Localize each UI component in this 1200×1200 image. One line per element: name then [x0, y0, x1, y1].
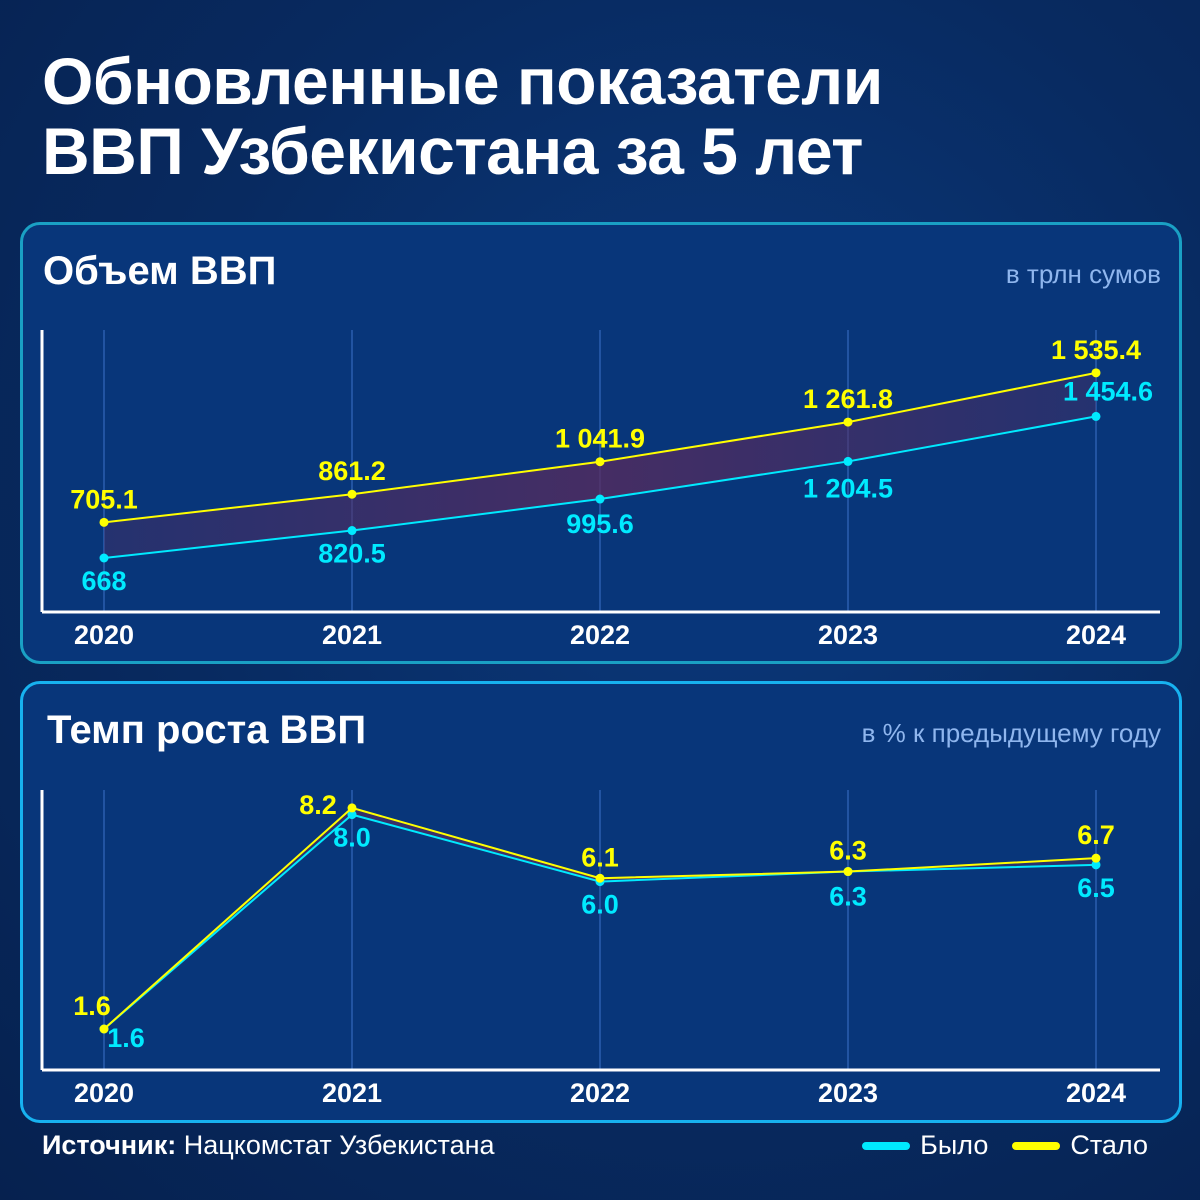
- data-label-after-2022: 6.1: [581, 842, 619, 872]
- data-point-before-2023: [843, 456, 853, 466]
- data-label-after-2023: 1 261.8: [803, 384, 893, 414]
- data-point-after-2024: [1091, 853, 1101, 863]
- data-point-before-2020: [99, 553, 109, 563]
- data-point-before-2021: [347, 526, 357, 536]
- x-tick-label-2024: 2024: [1066, 1078, 1126, 1108]
- data-label-before-2023: 6.3: [829, 882, 867, 912]
- data-point-before-2022: [595, 494, 605, 504]
- legend-label-before: Было: [920, 1130, 989, 1160]
- data-point-after-2020: [99, 1024, 109, 1034]
- data-label-before-2024: 1 454.6: [1063, 376, 1153, 406]
- source-value: Нацкомстат Узбекистана: [183, 1130, 495, 1160]
- data-point-before-2024: [1091, 411, 1101, 421]
- title-line-2: ВВП Узбекистана за 5 лет: [42, 114, 863, 188]
- data-label-after-2024: 1 535.4: [1051, 335, 1141, 365]
- page-title: Обновленные показатели ВВП Узбекистана з…: [42, 46, 883, 186]
- gdp-volume-unit: в трлн сумов: [1005, 259, 1161, 289]
- legend-swatch-after: [1012, 1141, 1061, 1150]
- data-label-before-2023: 1 204.5: [803, 473, 893, 503]
- data-point-after-2023: [843, 867, 853, 877]
- x-tick-label-2021: 2021: [322, 1078, 382, 1108]
- data-label-after-2023: 6.3: [829, 836, 867, 866]
- data-label-before-2020: 668: [81, 566, 126, 596]
- x-tick-label-2024: 2024: [1066, 620, 1126, 650]
- gdp-volume-title: Объем ВВП: [43, 249, 277, 293]
- data-point-after-2022: [595, 457, 605, 467]
- gdp-volume-panel: Объем ВВП в трлн сумов 2020 2021 2022 2023 2…: [20, 222, 1182, 664]
- gdp-growth-panel: Темп роста ВВП в % к предыдущему году 20…: [20, 681, 1182, 1123]
- data-label-after-2020: 705.1: [70, 484, 138, 514]
- data-label-after-2024: 6.7: [1077, 820, 1115, 850]
- title-line-1: Обновленные показатели: [42, 44, 883, 118]
- legend: Было Стало: [862, 1130, 1148, 1161]
- legend-label-after: Стало: [1070, 1130, 1148, 1160]
- data-point-after-2023: [843, 417, 853, 427]
- data-label-before-2022: 995.6: [566, 509, 634, 539]
- data-point-after-2024: [1091, 368, 1101, 378]
- x-tick-label-2023: 2023: [818, 1078, 878, 1108]
- gdp-growth-chart: 2020 2021 2022 2023 2024 1.6 8.0 6.0 6.3 6.5 1.6 8.…: [40, 790, 1160, 1108]
- data-point-after-2022: [595, 873, 605, 883]
- data-point-after-2020: [99, 517, 109, 527]
- data-label-before-2021: 8.0: [333, 823, 371, 853]
- data-point-before-2024: [1091, 860, 1101, 870]
- gdp-volume-chart: 2020 2021 2022 2023 2024 668 820.5 995.6 1 204.5…: [40, 330, 1160, 650]
- data-label-before-2022: 6.0: [581, 890, 619, 920]
- data-label-before-2021: 820.5: [318, 539, 386, 569]
- x-tick-label-2020: 2020: [74, 620, 134, 650]
- data-label-before-2024: 6.5: [1077, 873, 1115, 903]
- data-label-after-2021: 8.2: [299, 790, 337, 820]
- source-note: Источник: Нацкомстат Узбекистана: [42, 1130, 495, 1160]
- data-point-after-2021: [347, 489, 357, 499]
- source-label: Источник: [42, 1130, 168, 1160]
- legend-swatch-before: [862, 1141, 911, 1150]
- x-tick-label-2020: 2020: [74, 1078, 134, 1108]
- data-point-after-2021: [347, 803, 357, 813]
- data-point-before-2021: [347, 810, 357, 820]
- data-label-after-2022: 1 041.9: [555, 424, 645, 454]
- x-tick-label-2022: 2022: [570, 1078, 630, 1108]
- x-tick-label-2023: 2023: [818, 620, 878, 650]
- gdp-growth-unit: в % к предыдущему году: [861, 718, 1161, 748]
- gdp-growth-title: Темп роста ВВП: [47, 708, 367, 752]
- data-label-after-2021: 861.2: [318, 456, 386, 486]
- data-label-after-2020: 1.6: [73, 991, 111, 1021]
- data-label-before-2020: 1.6: [107, 1023, 145, 1053]
- x-tick-label-2021: 2021: [322, 620, 382, 650]
- x-tick-label-2022: 2022: [570, 620, 630, 650]
